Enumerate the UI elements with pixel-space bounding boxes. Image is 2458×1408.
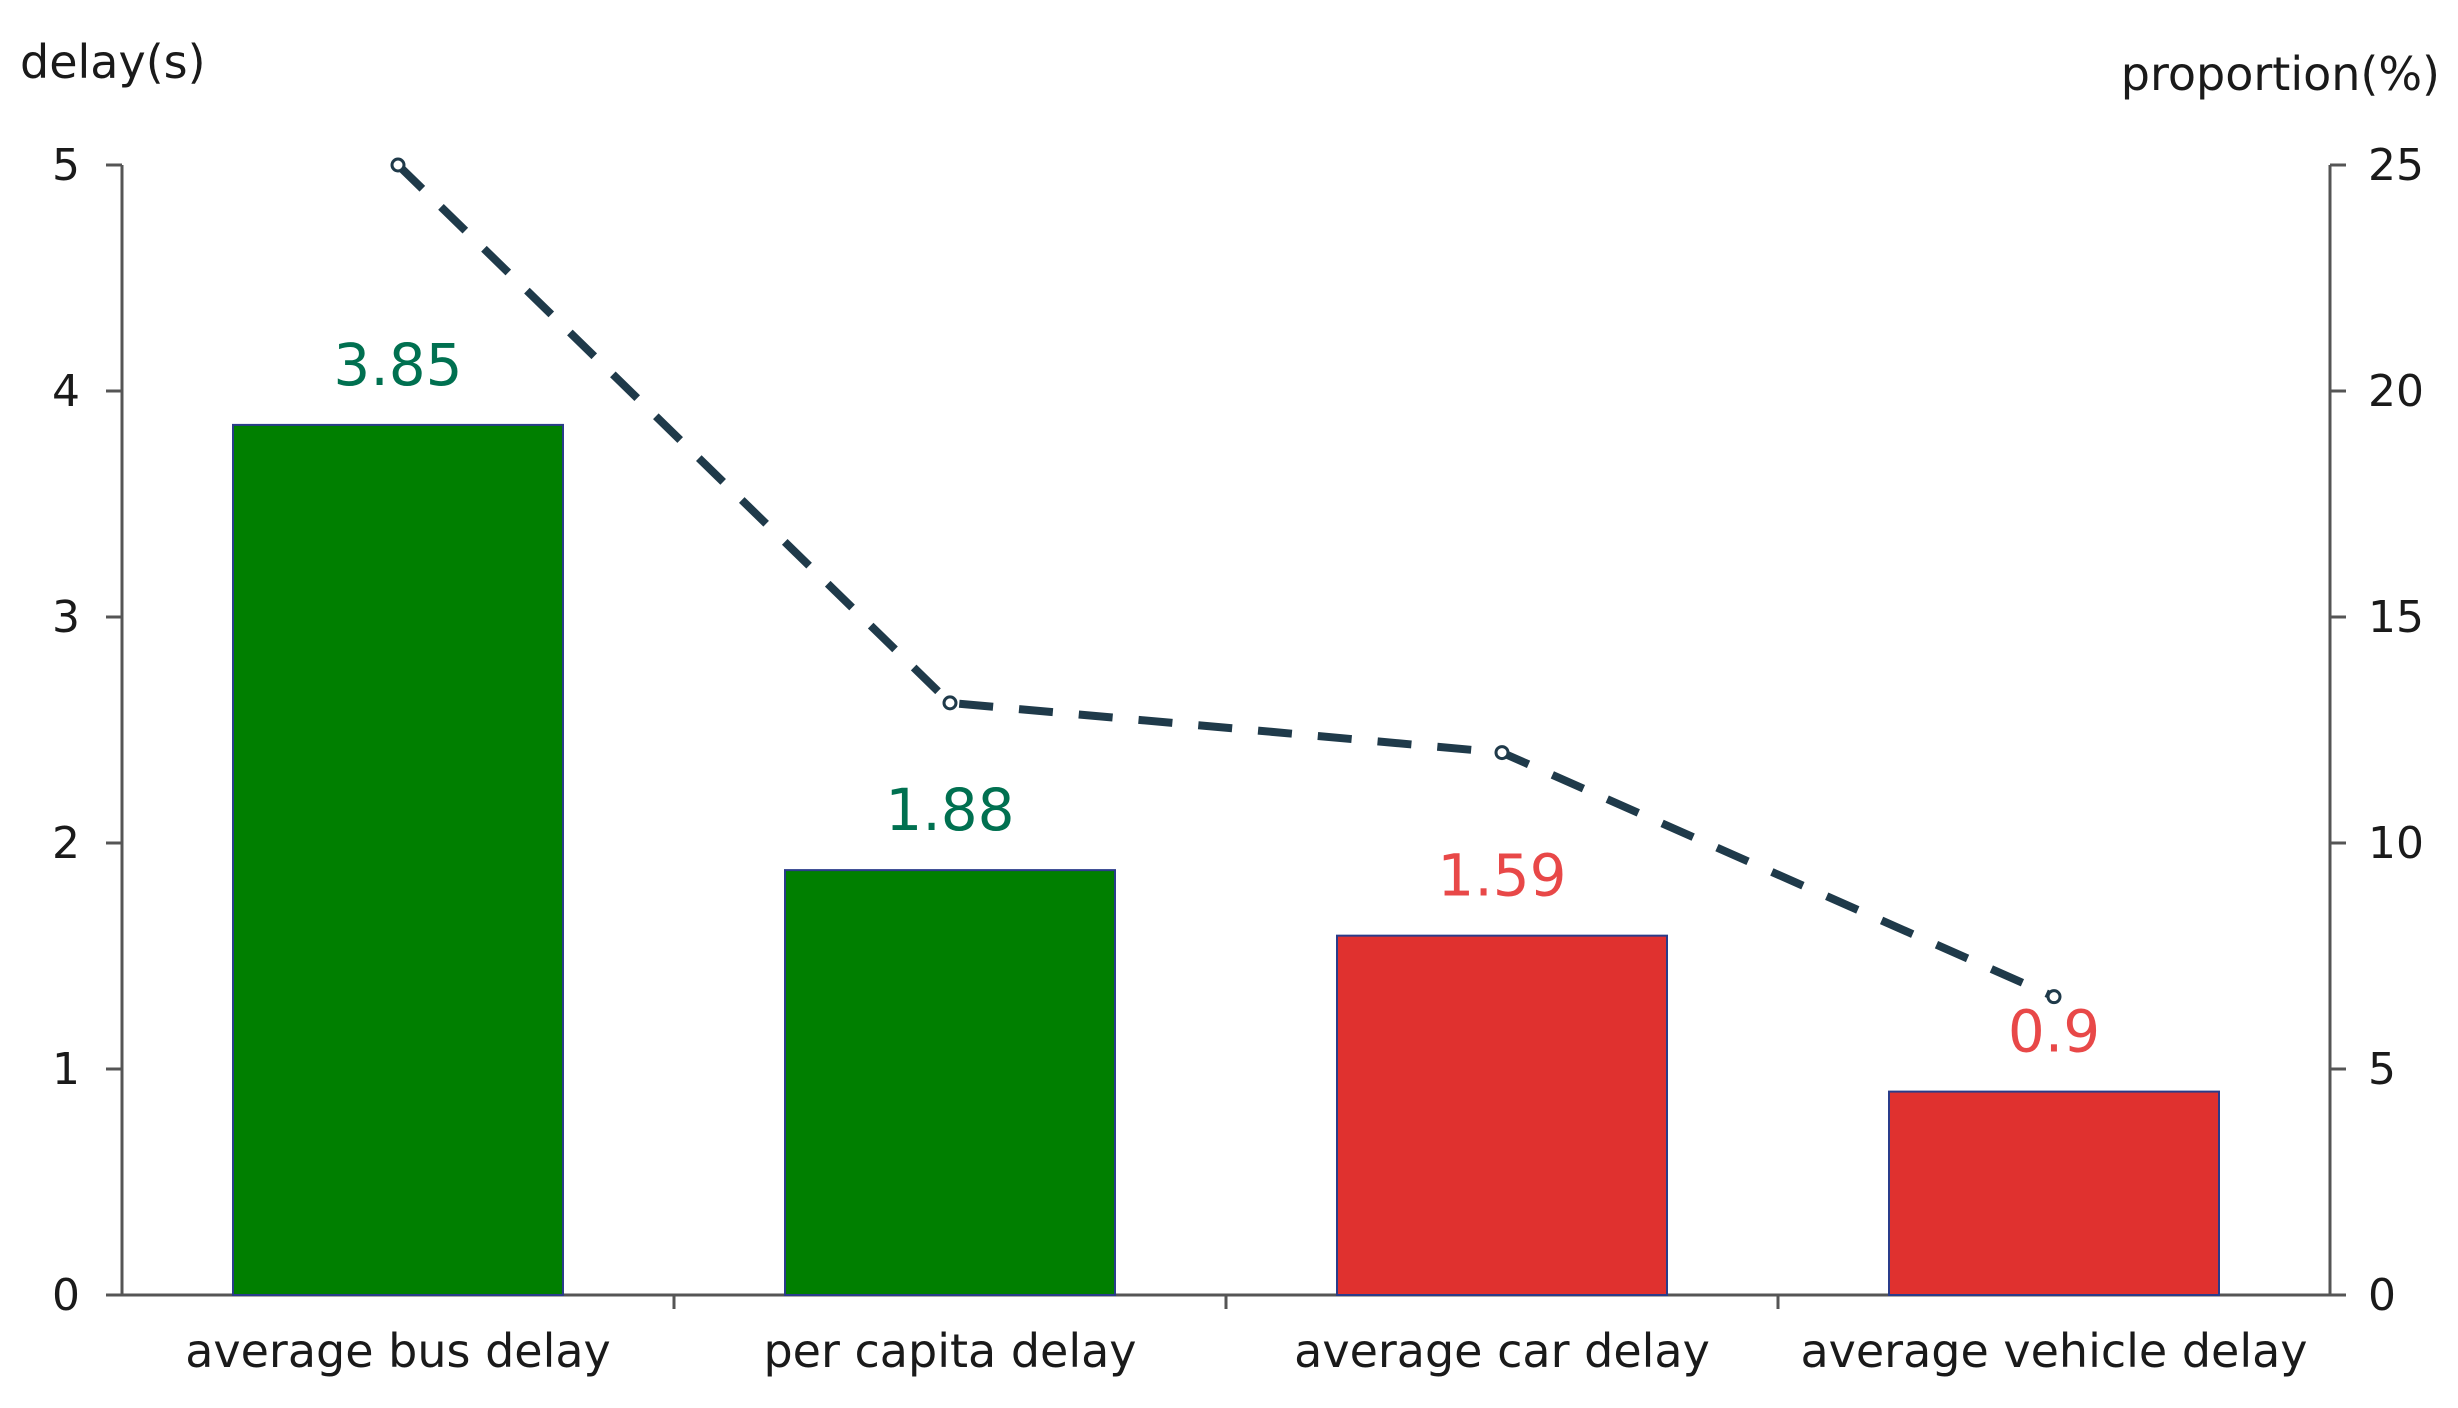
right-tick-label: 10 xyxy=(2368,818,2424,869)
category-label: average car delay xyxy=(1294,1324,1710,1378)
right-tick-label: 15 xyxy=(2368,592,2424,643)
left-tick-label: 0 xyxy=(52,1270,80,1321)
right-tick-label: 20 xyxy=(2368,366,2424,417)
left-tick-label: 3 xyxy=(52,592,80,643)
left-tick-label: 4 xyxy=(52,366,80,417)
labels: average bus delay per capita delay average… xyxy=(185,331,2307,1378)
data-label: 3.85 xyxy=(333,331,462,399)
proportion-line-path xyxy=(395,162,2056,1001)
category-label: per capita delay xyxy=(763,1324,1136,1378)
right-tick-label: 5 xyxy=(2368,1044,2396,1095)
line-point xyxy=(942,695,958,711)
bar xyxy=(1336,934,1668,1296)
category-label: average vehicle delay xyxy=(1800,1324,2307,1378)
proportion-line xyxy=(390,157,2062,1005)
line-point xyxy=(390,157,406,173)
left-tick-label: 2 xyxy=(52,818,80,869)
bar xyxy=(232,423,564,1296)
right-tick-label: 25 xyxy=(2368,140,2424,191)
right-tick-label: 0 xyxy=(2368,1270,2396,1321)
right-axis-title: proportion(%) xyxy=(2121,47,2440,101)
bar xyxy=(784,869,1116,1296)
left-tick-label: 5 xyxy=(52,140,80,191)
left-axis-title: delay(s) xyxy=(20,35,206,89)
category-label: average bus delay xyxy=(185,1324,611,1378)
data-label: 1.88 xyxy=(885,776,1014,844)
line-point xyxy=(1494,745,1510,761)
bars xyxy=(232,423,2220,1296)
data-label: 1.59 xyxy=(1437,842,1566,910)
left-tick-label: 1 xyxy=(52,1044,80,1095)
line-point xyxy=(2046,989,2062,1005)
bar xyxy=(1888,1090,2220,1296)
data-label: 0.9 xyxy=(2008,998,2100,1066)
